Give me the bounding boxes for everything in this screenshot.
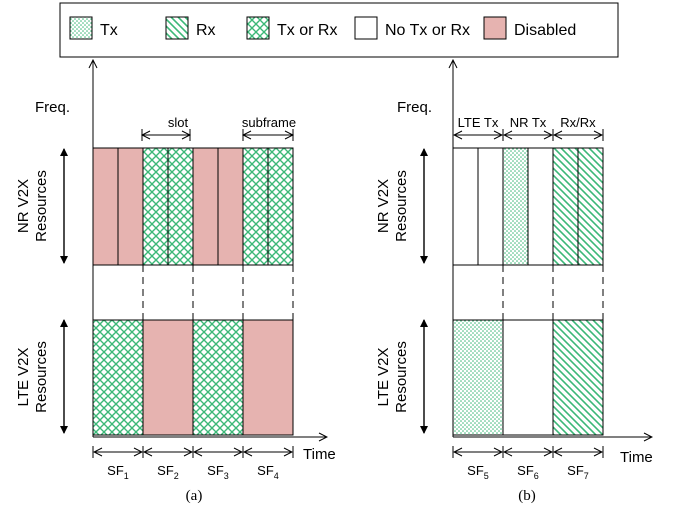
subframe-label: SF5 [467,463,489,481]
lte-subframe-tx [452,319,504,436]
panel-b-nr-tx-label: NR Tx [510,115,547,130]
lte-subframe-rx [552,319,604,436]
nr-slot-txrx [167,147,194,266]
lte-subframe-none [502,319,554,436]
panel-b-nr-label-top: NR V2X [375,179,392,233]
panel-a-lte-label-bottom: Resources [33,341,50,413]
panel-b-caption: (b) [518,488,536,504]
panel-a-caption: (a) [186,488,203,504]
nr-slot-none [527,147,554,266]
panel-b-nr-label-bottom: Resources [393,170,410,242]
panel-a: Freq. Time NR V2X Resources LTE V2X Reso… [15,60,336,504]
lte-subframe-disabled [242,319,294,436]
panel-b-lte-label-top: LTE V2X [375,348,392,407]
legend-swatch-txrx [246,16,270,40]
subframe-label: SF1 [107,463,129,481]
lte-subframe-txrx [192,319,244,436]
legend-label-disabled: Disabled [514,22,576,39]
nr-slot-txrx [267,147,294,266]
legend-label-none: No Tx or Rx [385,22,470,39]
subframe-label: SF3 [207,463,229,481]
panel-b-freq-label: Freq. [397,99,432,116]
panel-b-time-label: Time [620,449,653,466]
panel-a-nr-label-top: NR V2X [15,179,32,233]
panel-a-freq-label: Freq. [35,99,70,116]
legend-frame [59,2,619,58]
panel-a-subframe-label: subframe [242,115,296,130]
subframe-label: SF2 [157,463,179,481]
legend: Tx Rx Tx or Rx No Tx or Rx Disabled [59,2,619,58]
subframe-label: SF4 [257,463,279,481]
legend-swatch-none [354,16,378,40]
nr-slot-rx [577,147,604,266]
subframe-label: SF6 [517,463,539,481]
nr-slot-rx [552,147,579,266]
legend-label-tx: Tx [100,22,118,39]
nr-slot-disabled [117,147,144,266]
legend-swatch-tx [69,16,93,40]
panel-b: Freq. Time NR V2X Resources LTE V2X Reso… [375,60,653,504]
nr-slot-none [477,147,504,266]
lte-subframe-txrx [92,319,144,436]
panel-a-lte-label-top: LTE V2X [15,348,32,407]
legend-swatch-rx [165,16,189,40]
legend-label-rx: Rx [196,22,216,39]
panel-a-nr-label-bottom: Resources [33,170,50,242]
nr-slot-tx [502,147,529,266]
legend-label-txrx: Tx or Rx [277,22,337,39]
subframe-label: SF7 [567,463,589,481]
nr-slot-disabled [217,147,244,266]
nr-slot-txrx [142,147,169,266]
panel-b-lte-label-bottom: Resources [393,341,410,413]
nr-slot-txrx [242,147,269,266]
panel-b-lte-tx-label: LTE Tx [458,115,499,130]
legend-swatch-disabled [483,16,507,40]
nr-slot-none [452,147,479,266]
lte-subframe-disabled [142,319,194,436]
nr-slot-disabled [192,147,219,266]
panel-a-time-label: Time [303,446,336,463]
nr-slot-disabled [92,147,119,266]
panel-a-slot-label: slot [168,115,189,130]
panel-b-rx-rx-label: Rx/Rx [560,115,596,130]
